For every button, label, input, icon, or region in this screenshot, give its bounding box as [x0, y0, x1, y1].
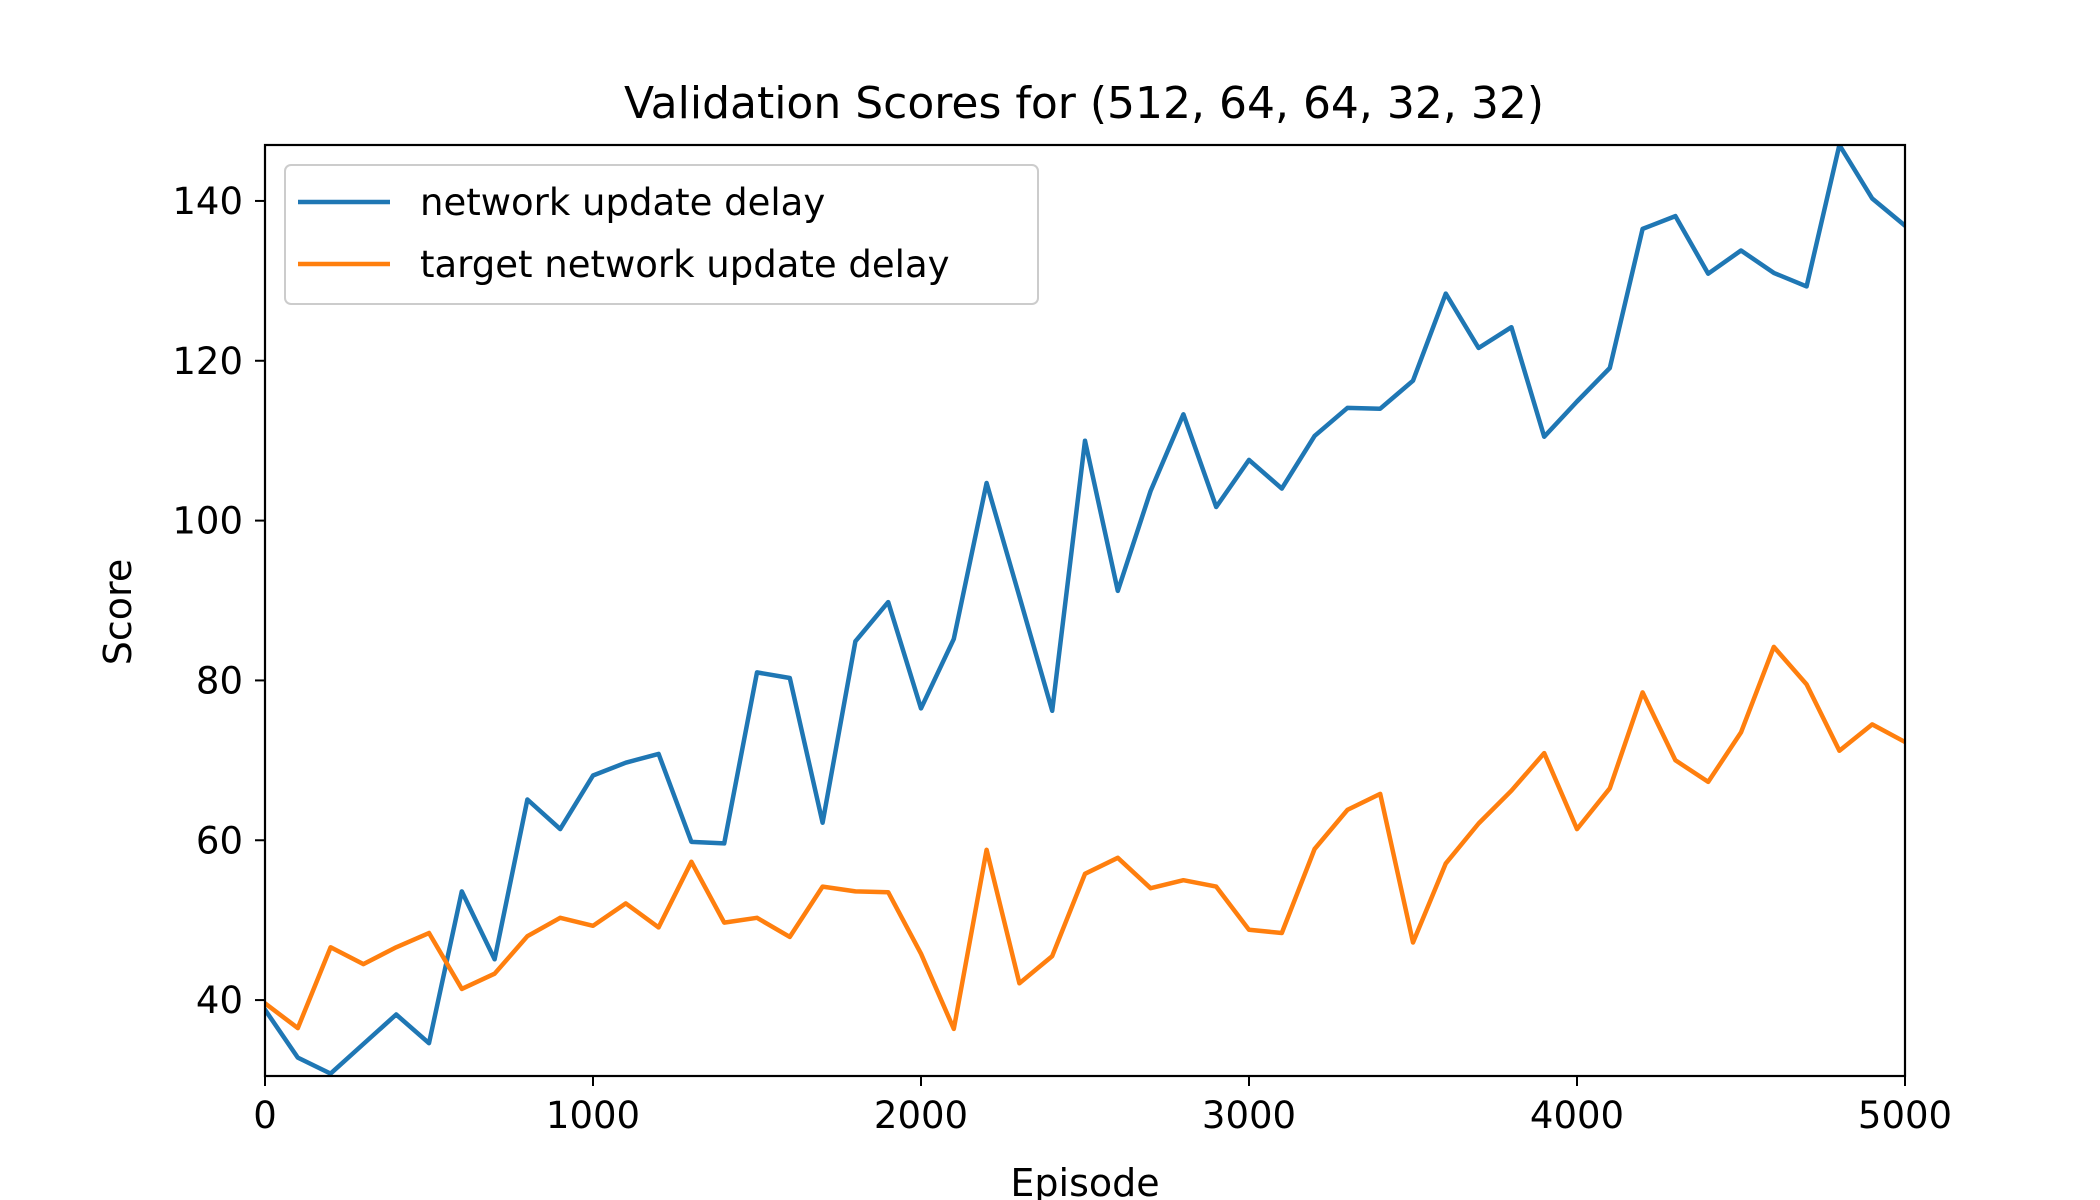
legend-label-network-update-delay: network update delay	[420, 181, 825, 224]
y-tick-label: 40	[196, 979, 243, 1022]
legend-box	[284, 164, 1039, 305]
y-tick-label: 60	[196, 819, 243, 862]
x-tick-label: 0	[253, 1094, 277, 1137]
y-axis-label: Score	[96, 559, 140, 665]
x-tick-label: 3000	[1202, 1094, 1296, 1137]
y-tick-label: 140	[172, 180, 243, 223]
plot-frame	[263, 143, 1907, 1078]
legend-label-target-network-update-delay: target network update delay	[420, 243, 950, 286]
y-axis: 40 60 80 100 120 140	[172, 180, 265, 1022]
chart-title: Validation Scores for (512, 64, 64, 32, …	[624, 78, 1544, 129]
y-tick-label: 80	[196, 659, 243, 702]
x-axis-label: Episode	[1010, 1161, 1159, 1200]
x-tick-label: 1000	[546, 1094, 640, 1137]
legend: network update delay target network upda…	[284, 164, 1039, 305]
x-tick-label: 2000	[874, 1094, 968, 1137]
x-tick-label: 5000	[1858, 1094, 1952, 1137]
series-line-target-network-update-delay	[265, 644, 1905, 1032]
y-tick-label: 100	[172, 500, 243, 543]
series-line-network-update-delay	[265, 145, 1905, 1076]
x-axis: 0 1000 2000 3000 4000 5000	[253, 1076, 1952, 1137]
y-tick-label: 120	[172, 340, 243, 383]
series-layer	[265, 145, 1905, 1076]
x-tick-label: 4000	[1530, 1094, 1624, 1137]
